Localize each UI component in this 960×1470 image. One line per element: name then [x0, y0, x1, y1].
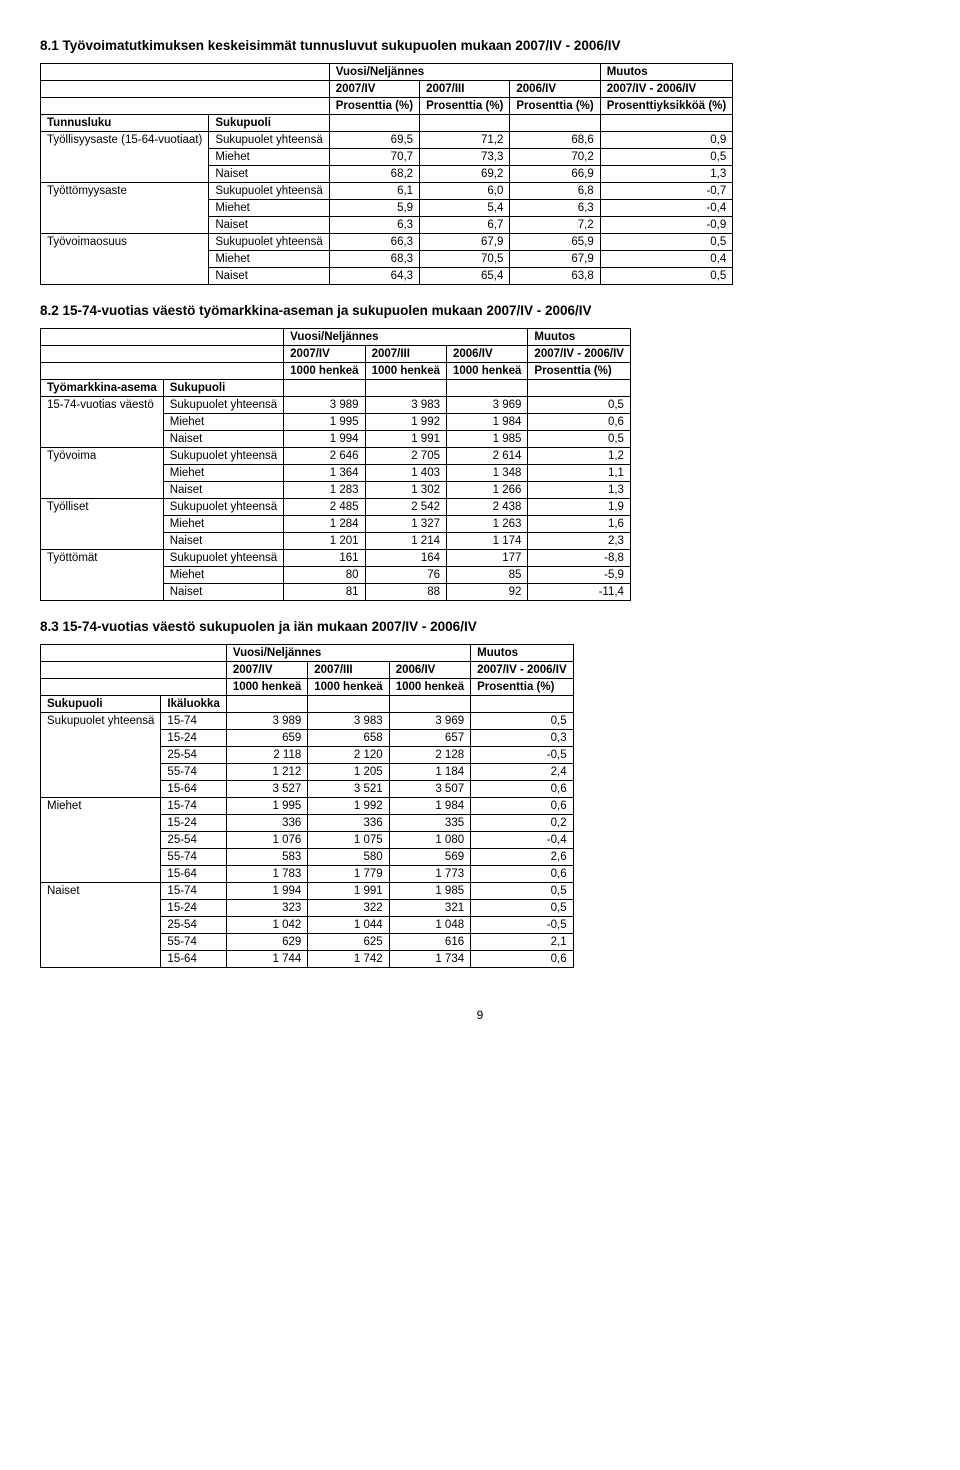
table-row: 15-74-vuotias väestöSukupuolet yhteensä3… [41, 397, 631, 414]
table-section1: Vuosi/NeljännesMuutos2007/IV2007/III2006… [40, 63, 733, 285]
table-row: Naiset15-741 9941 9911 9850,5 [41, 883, 574, 900]
table-section3: Vuosi/NeljännesMuutos2007/IV2007/III2006… [40, 644, 574, 968]
page-number: 9 [40, 1008, 920, 1022]
table-row: Sukupuolet yhteensä15-743 9893 9833 9690… [41, 713, 574, 730]
section1-title: 8.1 Työvoimatutkimuksen keskeisimmät tun… [40, 38, 920, 53]
table-row: Työllisyysaste (15-64-vuotiaat)Sukupuole… [41, 132, 733, 149]
table-row: TyövoimaSukupuolet yhteensä2 6462 7052 6… [41, 448, 631, 465]
table-row: TyövoimaosuusSukupuolet yhteensä66,367,9… [41, 234, 733, 251]
table-row: TyöllisetSukupuolet yhteensä2 4852 5422 … [41, 499, 631, 516]
section3-title: 8.3 15-74-vuotias väestö sukupuolen ja i… [40, 619, 920, 634]
table-row: Miehet15-741 9951 9921 9840,6 [41, 798, 574, 815]
section2-title: 8.2 15-74-vuotias väestö työmarkkina-ase… [40, 303, 920, 318]
table-row: TyöttömätSukupuolet yhteensä161164177-8,… [41, 550, 631, 567]
table-section2: Vuosi/NeljännesMuutos2007/IV2007/III2006… [40, 328, 631, 601]
table-row: TyöttömyysasteSukupuolet yhteensä6,16,06… [41, 183, 733, 200]
